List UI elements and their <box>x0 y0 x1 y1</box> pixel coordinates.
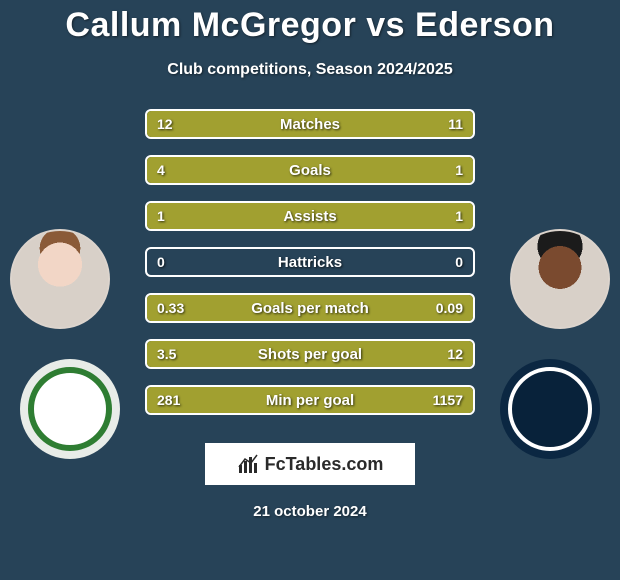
chart-icon <box>237 453 259 475</box>
player-left-avatar <box>10 229 110 329</box>
stat-row: 3.512Shots per goal <box>145 339 475 369</box>
club-left-ring-icon <box>28 367 112 451</box>
club-left-badge <box>20 359 120 459</box>
comparison-content: 1211Matches 41Goals 11Assists 00Hattricks 0.… <box>0 109 620 415</box>
stat-row: 1211Matches <box>145 109 475 139</box>
stat-label: Hattricks <box>147 254 473 271</box>
stat-row: 00Hattricks <box>145 247 475 277</box>
stat-row: 2811157Min per goal <box>145 385 475 415</box>
club-right-badge <box>500 359 600 459</box>
stats-bars: 1211Matches 41Goals 11Assists 00Hattricks 0.… <box>145 109 475 415</box>
player-right-avatar <box>510 229 610 329</box>
subtitle: Club competitions, Season 2024/2025 <box>0 61 620 79</box>
club-right-ring-icon <box>508 367 592 451</box>
stat-label: Min per goal <box>147 392 473 409</box>
stat-row: 0.330.09Goals per match <box>145 293 475 323</box>
stat-label: Assists <box>147 208 473 225</box>
date-text: 21 october 2024 <box>0 503 620 520</box>
stat-row: 11Assists <box>145 201 475 231</box>
player-left-face-icon <box>12 231 108 327</box>
stat-label: Goals per match <box>147 300 473 317</box>
page-title: Callum McGregor vs Ederson <box>0 0 620 45</box>
stat-label: Matches <box>147 116 473 133</box>
stat-label: Goals <box>147 162 473 179</box>
stat-row: 41Goals <box>145 155 475 185</box>
site-logo: FcTables.com <box>205 443 415 485</box>
stat-label: Shots per goal <box>147 346 473 363</box>
player-right-face-icon <box>512 231 608 327</box>
site-logo-text: FcTables.com <box>265 454 384 475</box>
